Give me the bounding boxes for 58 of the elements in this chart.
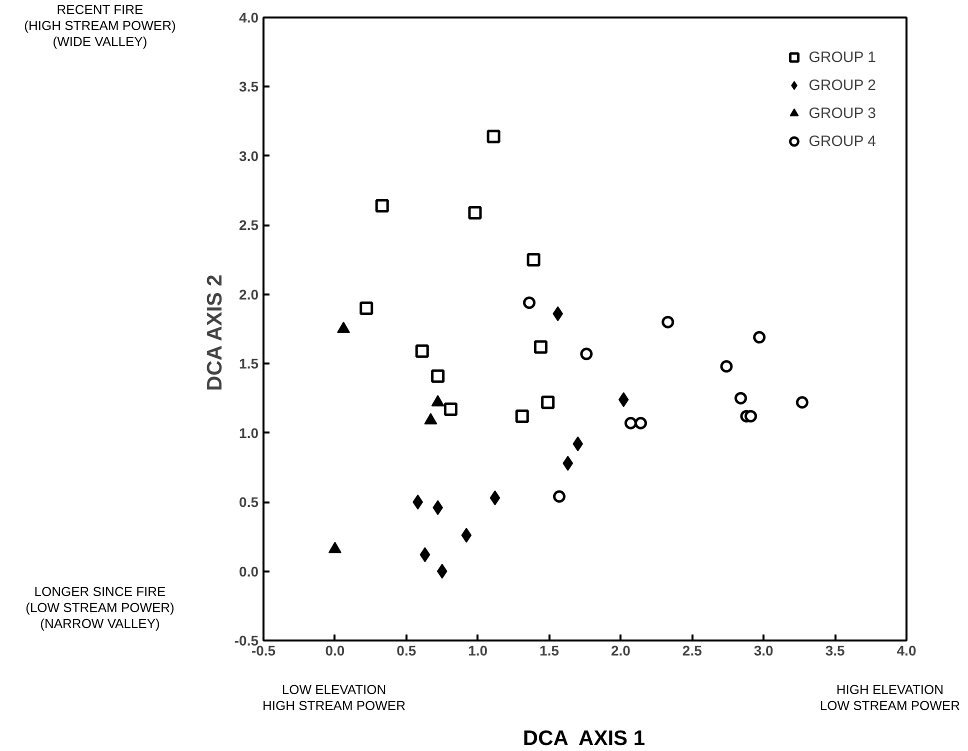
y-tick-label: 0.5 xyxy=(239,494,259,510)
point xyxy=(431,369,445,383)
point xyxy=(534,340,548,354)
y-tick-label: 3.5 xyxy=(239,78,259,95)
legend-label: GROUP 1 xyxy=(808,48,876,66)
point xyxy=(753,331,766,344)
y-tick-label: 1.0 xyxy=(239,424,259,441)
y-tick-label: 0.0 xyxy=(239,563,259,580)
y-tick-label: 4.0 xyxy=(239,10,259,26)
x-tick-label: 3.5 xyxy=(825,642,845,658)
point xyxy=(541,396,555,410)
point xyxy=(515,409,529,423)
y-axis-title: DCA AXIS 2 xyxy=(203,274,226,391)
point xyxy=(662,316,674,328)
point xyxy=(562,456,574,471)
point xyxy=(436,564,448,579)
point xyxy=(375,199,389,213)
point xyxy=(744,410,757,422)
text: LOW ELEVATION HIGH STREAM POWER xyxy=(261,682,406,714)
y-tick-label: 2.0 xyxy=(239,286,259,302)
y-tick-label: 1.5 xyxy=(239,356,259,372)
point xyxy=(624,416,637,430)
text: HIGH ELEVATION LOW STREAM POWER xyxy=(820,682,960,714)
point xyxy=(796,396,808,409)
text: RECENT FIRE (HIGH STREAM POWER) (WIDE VALLEY) xyxy=(23,2,177,50)
text: LONGER SINCE FIRE (LOW STREAM POWER) (NARROW VALLEY) xyxy=(24,584,176,632)
y-tick-label: 2.5 xyxy=(239,217,259,234)
x-tick-label: 0.5 xyxy=(396,642,416,658)
point xyxy=(486,130,500,144)
x-tick-label: 2.0 xyxy=(610,642,631,658)
point xyxy=(720,360,733,373)
x-tick-label: 1.0 xyxy=(468,642,488,658)
point xyxy=(734,392,747,404)
legend-label: GROUP 4 xyxy=(808,132,876,150)
point xyxy=(420,547,430,562)
point xyxy=(461,528,472,543)
point xyxy=(360,301,374,315)
x-axis-title: DCA AXIS 1 xyxy=(522,726,646,751)
x-tick-label: 0.0 xyxy=(325,642,345,658)
point xyxy=(618,392,629,408)
point xyxy=(552,306,564,322)
point xyxy=(553,490,566,503)
x-tick-label: 2.5 xyxy=(682,642,702,658)
x-tick-label: 3.0 xyxy=(754,642,774,658)
x-tick-label: 1.5 xyxy=(540,642,560,658)
legend-label: GROUP 2 xyxy=(808,76,876,94)
x-tick-label: 4.0 xyxy=(896,642,916,658)
point xyxy=(468,206,482,220)
legend-label: GROUP 3 xyxy=(808,104,876,122)
point xyxy=(634,416,647,430)
point xyxy=(490,490,500,506)
point xyxy=(523,296,536,309)
point xyxy=(526,253,540,267)
y-tick-label: 3.0 xyxy=(239,148,259,164)
point xyxy=(415,344,429,358)
point xyxy=(444,402,458,416)
point xyxy=(572,436,584,452)
point xyxy=(580,348,593,360)
